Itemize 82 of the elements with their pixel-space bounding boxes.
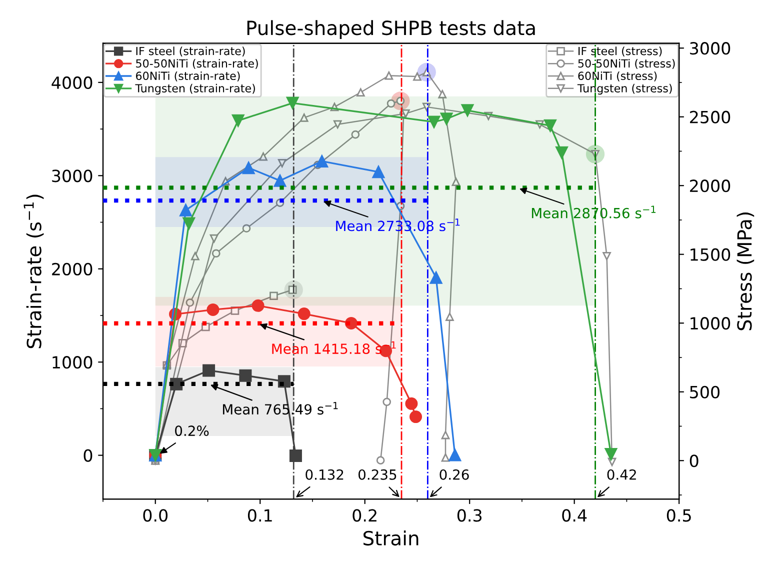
- point: [242, 224, 251, 233]
- point: [316, 154, 328, 168]
- point: [274, 174, 286, 187]
- y-tick-label: 3000: [52, 170, 92, 182]
- x-tick-label: 0.0: [143, 509, 168, 522]
- point: [410, 410, 422, 424]
- point: [372, 166, 385, 178]
- x-tick-label: 0.3: [457, 509, 482, 522]
- point: [239, 369, 252, 382]
- y2-tick-label: 1000: [690, 317, 730, 330]
- x-tick-label: 0.4: [562, 509, 587, 522]
- x-tick-label: 0.2: [352, 509, 376, 522]
- point: [180, 204, 192, 216]
- y-tick-label: 4000: [52, 76, 92, 89]
- point: [384, 71, 394, 80]
- y-tick-label: 1000: [52, 356, 92, 369]
- x-axis-title: Strain: [364, 530, 418, 546]
- point: [286, 96, 299, 110]
- point: [289, 450, 302, 462]
- x-tick-label: 0.1: [248, 509, 272, 522]
- legend-label: 50-50NiTi (stress): [578, 59, 675, 69]
- y2-tick-label: 3000: [690, 42, 730, 55]
- point: [386, 99, 396, 108]
- legend-label: IF steel (strain-rate): [136, 46, 245, 57]
- point: [430, 271, 442, 284]
- chart-title: Pulse-shaped SHPB tests data: [247, 20, 535, 39]
- point: [351, 130, 360, 139]
- point: [182, 217, 196, 230]
- point: [544, 119, 556, 132]
- point: [202, 364, 216, 377]
- point: [206, 303, 220, 316]
- x-tick-label: 0.5: [666, 509, 691, 522]
- point: [604, 448, 618, 461]
- ref-line-label: 0.132: [306, 469, 344, 480]
- point: [333, 120, 342, 129]
- legend-label: 60NiTi (strain-rate): [136, 71, 240, 82]
- y-axis-title: Strain-rate (s$^{−1}$): [24, 194, 44, 348]
- legend-label: Tungsten (strain-rate): [135, 84, 255, 95]
- point: [298, 308, 310, 320]
- point: [556, 146, 568, 159]
- point: [270, 292, 278, 300]
- point: [446, 312, 454, 321]
- ref-line-label: 0.26: [440, 469, 469, 480]
- point: [212, 249, 220, 258]
- point: [300, 114, 308, 122]
- ref-line-label: 0.235: [358, 469, 396, 480]
- point: [405, 397, 418, 410]
- y-tick-label: 0: [84, 449, 92, 462]
- point: [448, 448, 462, 462]
- point: [210, 234, 218, 243]
- y2-tick-label: 2000: [690, 180, 730, 192]
- point: [441, 453, 450, 462]
- legend-label: Tungsten (stress): [577, 84, 672, 95]
- y2-axis-title: Stress (MPa): [736, 212, 754, 330]
- point: [252, 299, 264, 312]
- point: [382, 398, 392, 406]
- point: [602, 252, 611, 260]
- point: [428, 116, 440, 128]
- point: [452, 178, 460, 186]
- y-tick-label: 2000: [52, 262, 92, 276]
- point: [402, 109, 410, 118]
- point: [440, 112, 453, 126]
- point: [461, 104, 474, 117]
- point: [259, 152, 268, 161]
- y2-tick-label: 500: [690, 386, 720, 398]
- legend-label: 50-50NiTi (strain-rate): [136, 59, 258, 69]
- point: [232, 114, 244, 127]
- y2-tick-label: 2500: [690, 110, 730, 124]
- annotation: 0.2%: [175, 426, 209, 436]
- point: [191, 252, 200, 260]
- point: [441, 430, 450, 440]
- point: [356, 88, 365, 97]
- y2-tick-label: 0: [690, 454, 698, 468]
- point: [186, 298, 194, 307]
- y2-tick-label: 1500: [690, 248, 730, 261]
- point: [376, 456, 385, 464]
- ref-line-label: 0.42: [607, 469, 636, 480]
- point: [278, 159, 286, 168]
- point: [438, 90, 447, 98]
- point: [413, 72, 422, 81]
- point: [242, 162, 255, 174]
- legend-label: 60NiTi (stress): [578, 71, 657, 82]
